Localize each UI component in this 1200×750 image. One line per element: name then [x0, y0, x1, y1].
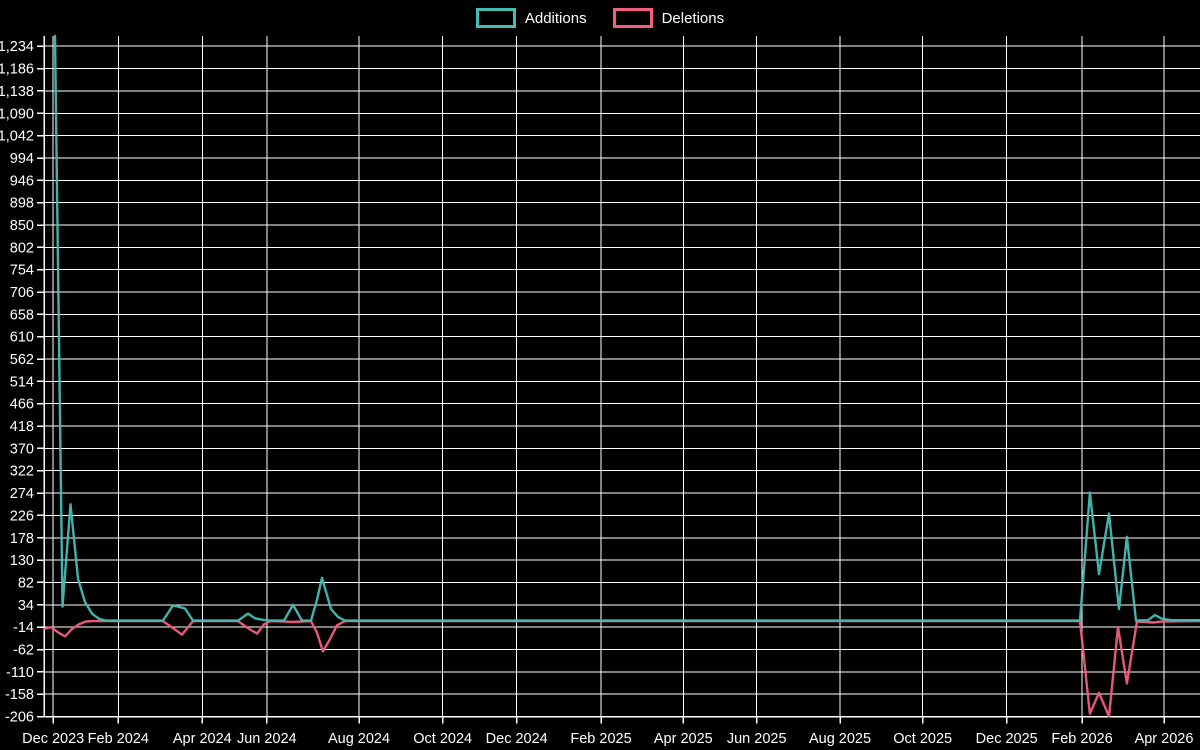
- y-tick-label: 1,138: [0, 84, 34, 100]
- y-tick-label: -158: [5, 687, 34, 703]
- legend-label-additions: Additions: [524, 9, 587, 27]
- x-tick-label: Apr 2025: [654, 731, 713, 747]
- deletions-swatch-icon: [612, 8, 653, 28]
- y-tick-label: 418: [10, 419, 34, 435]
- additions-line[interactable]: [53, 34, 1200, 622]
- y-tick-label: 466: [10, 397, 34, 413]
- y-tick-label: 130: [10, 553, 34, 569]
- y-tick-label: 802: [10, 240, 34, 256]
- additions-swatch-icon: [475, 8, 516, 28]
- y-tick-label: 610: [10, 330, 34, 346]
- y-tick-label: 274: [10, 486, 34, 502]
- y-tick-label: -62: [13, 643, 34, 659]
- x-tick-label: Dec 2024: [486, 731, 548, 747]
- y-tick-label: 370: [10, 441, 34, 457]
- legend-item-deletions[interactable]: Deletions: [612, 8, 725, 28]
- x-tick-label: Oct 2025: [893, 731, 952, 747]
- y-tick-label: 34: [18, 598, 34, 614]
- y-tick-label: 226: [10, 508, 34, 524]
- y-tick-label: 1,042: [0, 129, 34, 145]
- x-tick-label: Aug 2025: [809, 731, 871, 747]
- y-tick-label: 514: [10, 374, 34, 390]
- x-tick-label: Dec 2023: [22, 731, 84, 747]
- y-tick-label: 898: [10, 196, 34, 212]
- x-tick-label: Dec 2025: [976, 731, 1038, 747]
- chart-legend: Additions Deletions: [0, 8, 1200, 28]
- x-tick-label: Feb 2024: [88, 731, 149, 747]
- y-tick-label: 1,186: [0, 62, 34, 78]
- x-tick-label: Apr 2024: [173, 731, 232, 747]
- y-tick-label: 322: [10, 464, 34, 480]
- y-tick-label: 754: [10, 263, 34, 279]
- x-tick-label: Oct 2024: [413, 731, 472, 747]
- y-tick-label: 994: [10, 151, 34, 167]
- y-tick-label: 562: [10, 352, 34, 368]
- y-tick-label: 82: [18, 575, 34, 591]
- x-tick-label: Feb 2025: [570, 731, 631, 747]
- x-tick-label: Jun 2025: [727, 731, 787, 747]
- x-tick-label: Apr 2026: [1135, 731, 1194, 747]
- y-tick-label: -110: [6, 665, 34, 681]
- y-tick-label: 658: [10, 307, 34, 323]
- x-tick-label: Jun 2024: [237, 731, 297, 747]
- x-tick-label: Aug 2024: [328, 731, 390, 747]
- y-tick-label: 946: [10, 173, 34, 189]
- y-tick-label: -206: [5, 710, 34, 726]
- legend-label-deletions: Deletions: [661, 9, 725, 27]
- x-tick-label: Feb 2026: [1051, 731, 1112, 747]
- y-tick-label: 850: [10, 218, 34, 234]
- y-tick-label: 1,090: [0, 106, 34, 122]
- y-tick-label: -14: [13, 620, 34, 636]
- legend-item-additions[interactable]: Additions: [475, 8, 587, 28]
- y-tick-label: 1,234: [0, 39, 34, 55]
- y-tick-label: 178: [10, 531, 34, 547]
- y-tick-label: 706: [10, 285, 34, 301]
- deletions-line[interactable]: [42, 619, 1200, 718]
